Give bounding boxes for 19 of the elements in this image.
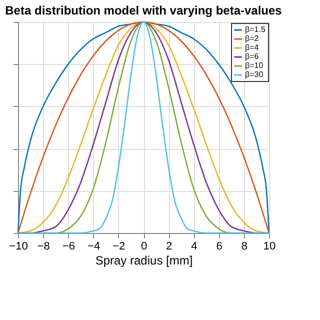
legend-label: β=4 (245, 43, 260, 52)
legend-label: β=1.5 (245, 25, 266, 34)
x-tick-label: −6 (62, 240, 75, 252)
x-axis-title: Spray radius [mm] (95, 254, 193, 268)
x-tick-label: −8 (37, 240, 50, 252)
x-tick-label: −4 (88, 240, 100, 252)
x-tick-label: 10 (263, 240, 276, 252)
legend-label: β=6 (245, 52, 260, 61)
legend-label: β=30 (245, 70, 264, 79)
x-tick-label: 8 (241, 240, 248, 252)
chart-title: Beta distribution model with varying beta-values (5, 3, 282, 18)
x-tick-label: −2 (112, 240, 126, 252)
x-tick-label: 6 (216, 240, 222, 252)
legend-label: β=10 (245, 61, 264, 70)
x-tick-label: 2 (166, 240, 172, 252)
legend-label: β=2 (245, 34, 260, 43)
x-tick-label: −10 (9, 240, 28, 252)
x-tick-label: 0 (140, 240, 148, 252)
x-tick-label: 4 (191, 240, 198, 252)
